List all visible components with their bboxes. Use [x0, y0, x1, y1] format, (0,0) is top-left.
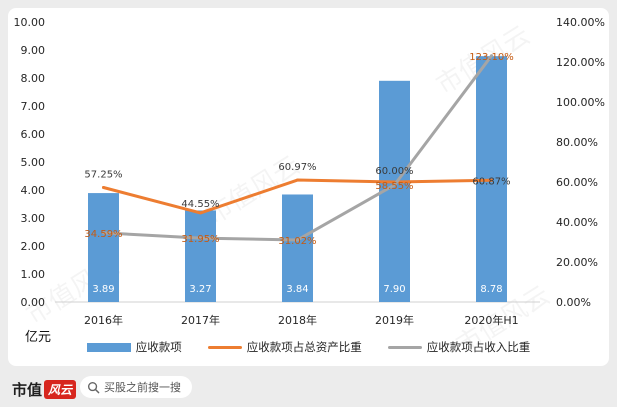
- legend-label: 应收款项占总资产比重: [246, 340, 362, 354]
- line-data-label: 31.02%: [278, 236, 316, 247]
- x-tick-label: 2016年: [84, 313, 123, 327]
- legend-swatch-line: [387, 345, 422, 349]
- y-tick-label-left: 9.00: [21, 44, 46, 57]
- y-tick-label-left: 2.00: [21, 240, 46, 253]
- legend-item-line-orange: 应收款项占总资产比重: [207, 339, 362, 355]
- line-data-label: 34.59%: [84, 229, 122, 240]
- line-point: [199, 236, 202, 240]
- search-box[interactable]: 买股之前搜一搜: [80, 376, 192, 398]
- bar: [185, 210, 216, 302]
- legend: 应收款项 应收款项占总资产比重 应收款项占收入比重: [0, 337, 617, 357]
- line-point: [393, 183, 396, 187]
- bar-data-label: 8.78: [480, 284, 502, 295]
- legend-label: 应收款项: [135, 340, 182, 354]
- brand-text: 市值: [12, 381, 43, 399]
- y-tick-label-right: 80.00%: [556, 136, 598, 149]
- bar: [88, 193, 119, 302]
- y-tick-label-right: 100.00%: [556, 96, 605, 109]
- legend-item-bar: 应收款项: [86, 339, 182, 355]
- y-tick-label-left: 7.00: [21, 100, 46, 113]
- bar-data-label: 3.27: [189, 284, 211, 295]
- line-data-label: 58.55%: [375, 181, 413, 192]
- x-tick-label: 2017年: [181, 313, 220, 327]
- y-tick-label-left: 6.00: [21, 128, 46, 141]
- y-tick-label-left: 5.00: [21, 156, 46, 169]
- y-tick-label-left: 0.00: [21, 296, 46, 309]
- search-placeholder: 买股之前搜一搜: [104, 381, 181, 394]
- line-data-label: 31.95%: [181, 234, 219, 245]
- legend-swatch-line: [207, 345, 242, 349]
- y-tick-label-left: 3.00: [21, 212, 46, 225]
- y-tick-label-right: 140.00%: [556, 16, 605, 29]
- line-data-label: 60.87%: [472, 176, 510, 187]
- bar-data-label: 3.84: [286, 284, 308, 295]
- legend-label: 应收款项占收入比重: [426, 340, 531, 354]
- footer-bar: 市值 风云 买股之前搜一搜: [0, 370, 617, 407]
- x-tick-label: 2018年: [278, 313, 317, 327]
- line-point: [490, 54, 493, 58]
- y-tick-label-right: 20.00%: [556, 256, 598, 269]
- search-icon: [87, 381, 100, 393]
- line-data-label: 57.25%: [84, 170, 122, 181]
- bar: [282, 194, 313, 302]
- y-tick-label-left: 10.00: [14, 16, 46, 29]
- line-data-label: 123.10%: [469, 52, 514, 63]
- y-tick-label-right: 40.00%: [556, 216, 598, 229]
- bar-data-label: 7.90: [383, 284, 405, 295]
- y-tick-label-left: 8.00: [21, 72, 46, 85]
- legend-swatch-bar: [86, 342, 131, 352]
- line-point: [490, 178, 493, 182]
- y-tick-label-right: 60.00%: [556, 176, 598, 189]
- y-tick-label-right: 120.00%: [556, 56, 605, 69]
- x-tick-label: 2020年H1: [464, 313, 518, 327]
- line-data-label: 60.00%: [375, 166, 413, 177]
- y-tick-label-left: 1.00: [21, 268, 46, 281]
- line-point: [296, 238, 299, 242]
- line-data-label: 44.55%: [181, 199, 219, 210]
- legend-item-line-gray: 应收款项占收入比重: [387, 339, 531, 355]
- plot-background: [8, 8, 609, 366]
- line-point: [102, 231, 105, 235]
- brand-logo[interactable]: 市值 风云: [12, 379, 77, 400]
- line-point: [102, 186, 105, 189]
- line-point: [199, 211, 202, 215]
- line-point: [296, 178, 299, 182]
- x-tick-label: 2019年: [375, 313, 414, 327]
- y-tick-label-left: 4.00: [21, 184, 46, 197]
- line-data-label: 60.97%: [278, 162, 316, 173]
- bar-data-label: 3.89: [92, 284, 114, 295]
- brand-mark: 风云: [44, 380, 77, 399]
- unit-label: 亿元: [25, 330, 52, 345]
- y-tick-label-right: 0.00%: [556, 296, 591, 309]
